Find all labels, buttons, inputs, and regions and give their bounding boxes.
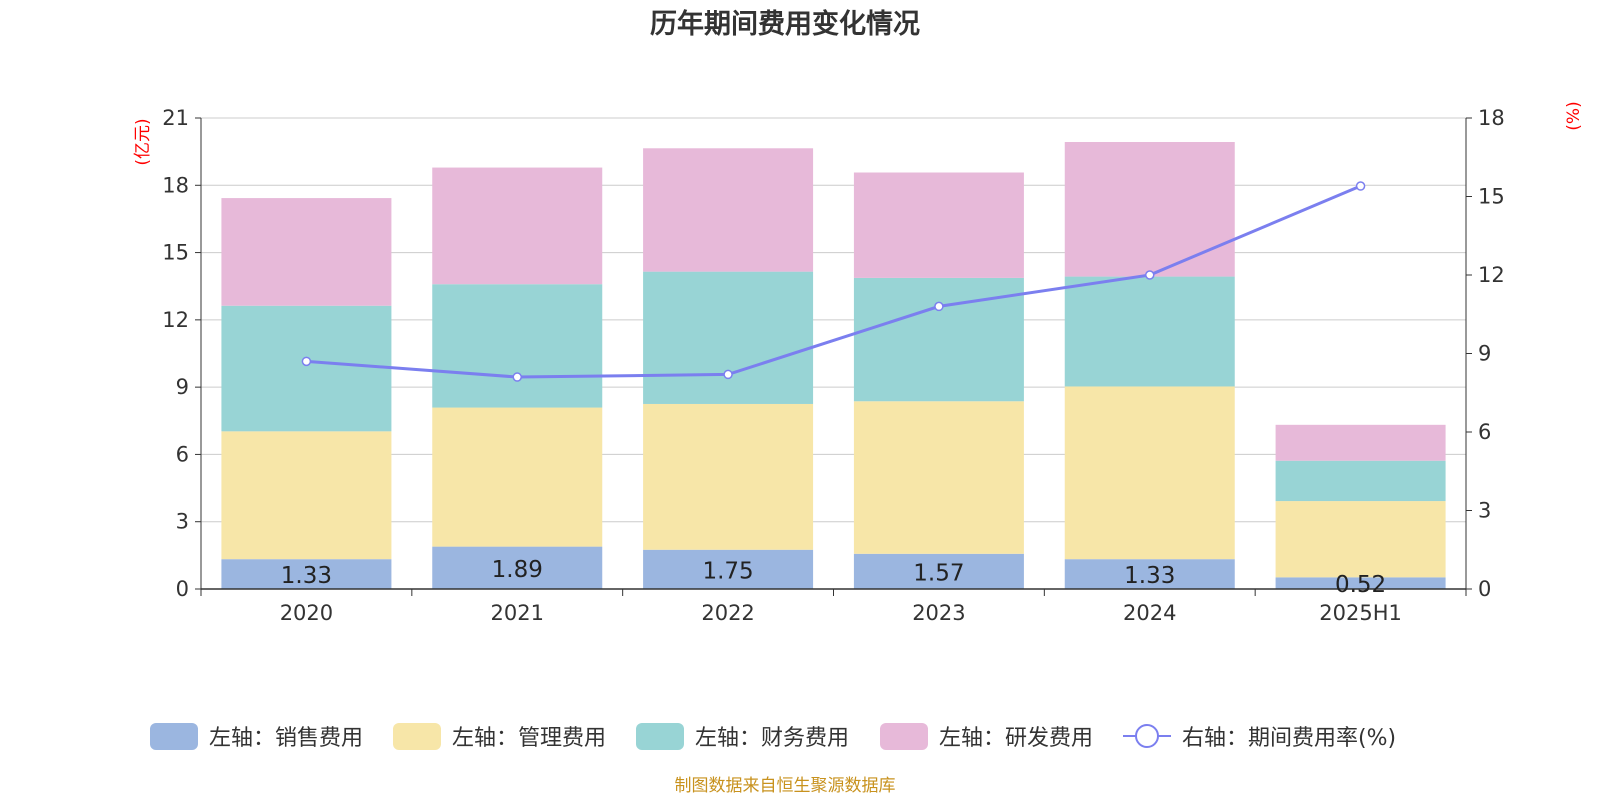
legend-label: 右轴：期间费用率(%) — [1182, 726, 1396, 751]
bar-data-label: 1.33 — [281, 563, 332, 589]
bar-segment — [643, 148, 814, 272]
bar-data-label: 1.75 — [702, 558, 753, 584]
left-axis-tick-label: 18 — [162, 173, 189, 197]
right-axis-tick-label: 12 — [1478, 263, 1505, 287]
bar-segment — [1275, 460, 1446, 502]
legend-line-marker — [1135, 724, 1159, 748]
bar-segment — [221, 305, 392, 432]
left-axis-unit: (亿元) — [133, 118, 153, 165]
x-axis-tick-label: 2024 — [1123, 601, 1176, 625]
rate-line-point — [723, 369, 733, 380]
bar-segment — [1275, 424, 1446, 461]
rate-line-point — [934, 301, 944, 312]
bar-segment — [643, 271, 814, 404]
bar-segment — [1064, 276, 1235, 387]
left-axis-tick-label: 12 — [162, 308, 189, 332]
bar-segment — [853, 401, 1024, 554]
x-axis-tick-label: 2021 — [491, 601, 544, 625]
x-axis-tick-label: 2020 — [280, 601, 333, 625]
rate-line-point — [512, 372, 522, 382]
left-axis-tick-label: 3 — [176, 510, 189, 534]
bar-segment — [432, 546, 603, 589]
right-axis-unit: (%) — [1564, 101, 1584, 130]
legend-label: 左轴：销售费用 — [209, 726, 363, 751]
bar-segment — [1064, 386, 1235, 560]
bar-data-label: 1.89 — [492, 557, 543, 583]
legend-label: 左轴：财务费用 — [695, 726, 849, 751]
source-note: 制图数据来自恒生聚源数据库 — [675, 776, 896, 796]
bar-data-label: 0.52 — [1335, 572, 1386, 598]
x-axis-tick-label: 2023 — [912, 601, 965, 625]
bar-segment — [1275, 501, 1446, 578]
gridlines — [201, 117, 1466, 523]
left-axis-tick-label: 21 — [162, 106, 189, 130]
chart-title: 历年期间费用变化情况 — [650, 8, 920, 40]
right-axis-tick-label: 3 — [1478, 499, 1491, 523]
x-axis-tick-label: 2022 — [701, 601, 754, 625]
right-axis-tick-label: 15 — [1478, 185, 1505, 209]
bars — [221, 141, 1446, 589]
right-axis-tick-label: 6 — [1478, 420, 1491, 444]
bar-segment — [221, 559, 392, 589]
legend-swatch — [636, 723, 684, 750]
legend: 左轴：销售费用 左轴：管理费用 左轴：财务费用 左轴：研发费用 右轴：期间费用率(%) — [150, 723, 1396, 751]
bar-segment — [853, 553, 1024, 589]
bar-segment — [853, 172, 1024, 278]
bar-segment — [432, 167, 603, 285]
bar-segment — [221, 198, 392, 306]
rate-line — [301, 181, 1366, 382]
right-axis-tick-label: 18 — [1478, 106, 1505, 130]
bar-segment — [1275, 577, 1446, 589]
bar-segment — [643, 549, 814, 589]
legend-swatch — [393, 723, 441, 750]
bar-data-label: 1.57 — [913, 560, 964, 586]
x-axis-tick-label: 2025H1 — [1319, 601, 1402, 625]
data-labels: 1.33 1.89 1.75 1.57 1.33 0.52 — [281, 557, 1386, 598]
bar-segment — [432, 284, 603, 408]
bar-segment — [221, 431, 392, 560]
right-axis-tick-label: 9 — [1478, 342, 1491, 366]
left-axis-tick-label: 9 — [176, 375, 189, 399]
bar-data-label: 1.33 — [1124, 563, 1175, 589]
legend-swatch — [150, 723, 198, 750]
rate-line-point — [1145, 270, 1155, 280]
bar-segment — [643, 403, 814, 550]
legend-label: 左轴：研发费用 — [939, 726, 1093, 751]
rate-line-path — [306, 184, 1362, 379]
legend-swatch — [880, 723, 928, 750]
bar-segment — [432, 407, 603, 547]
bar-segment — [1064, 559, 1235, 589]
axes: 0 3 6 9 12 15 18 21 0 3 6 9 12 15 18 2020 2021 2022 2023 20… — [162, 106, 1504, 625]
bar-segment — [1064, 141, 1235, 277]
left-axis-tick-label: 6 — [176, 442, 189, 466]
left-axis-tick-label: 0 — [176, 577, 189, 601]
legend-label: 左轴：管理费用 — [452, 726, 606, 751]
left-axis-tick-label: 15 — [162, 241, 189, 265]
rate-line-point — [301, 356, 312, 367]
right-axis-tick-label: 0 — [1478, 577, 1491, 601]
rate-line-point — [1355, 181, 1366, 191]
